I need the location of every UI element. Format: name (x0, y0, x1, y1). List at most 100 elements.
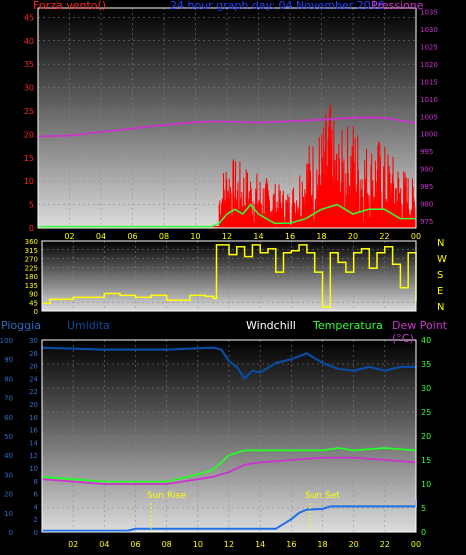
y-tick-wind: 0 (29, 224, 34, 233)
y-tick-rain: 22 (29, 388, 38, 396)
y-tick-rain: 30 (29, 337, 38, 345)
y-tick-pressure: 1025 (420, 43, 438, 51)
y-tick-humidity: 20 (4, 491, 13, 499)
y-tick-temperature: 15 (421, 456, 431, 465)
y-tick-direction: 90 (29, 291, 38, 299)
y-tick-rain: 20 (29, 401, 38, 409)
y-tick-wind: 15 (24, 154, 34, 163)
label-temperatura: Temperatura (313, 319, 383, 332)
x-tick-label-bottom: 00 (411, 540, 421, 549)
y-tick-pressure: 1030 (420, 26, 438, 34)
y-tick-rain: 4 (34, 503, 39, 511)
x-tick-label-top: 22 (379, 232, 389, 241)
y-tick-temperature: 30 (421, 384, 431, 393)
y-tick-wind: 20 (24, 130, 34, 139)
x-tick-label-top: 08 (159, 232, 169, 241)
top-header: Forza vento() 24 hour graph day: 04 Nove… (0, 0, 466, 14)
y-tick-pressure: 995 (420, 148, 433, 156)
x-tick-label-top: 02 (64, 232, 74, 241)
x-tick-label-bottom: 06 (130, 540, 140, 549)
panel-frame-1 (37, 7, 417, 229)
y-tick-pressure: 985 (420, 183, 433, 191)
x-tick-label-top: 14 (253, 232, 263, 241)
y-tick-pressure: 980 (420, 201, 433, 209)
y-tick-direction: 270 (25, 256, 38, 264)
x-tick-label-bottom: 14 (255, 540, 265, 549)
header-title: 24 hour graph day: 04 November 2018 (170, 0, 385, 12)
temperature-series (41, 447, 417, 483)
wind-speed-series (218, 104, 417, 230)
y-tick-temperature: 5 (421, 504, 426, 513)
y-tick-rain: 28 (29, 350, 38, 358)
x-tick-label-top: 04 (96, 232, 106, 241)
x-tick-label-top: 12 (222, 232, 232, 241)
y-tick-pressure: 1015 (420, 78, 438, 86)
y-tick-direction: 45 (29, 299, 38, 307)
y-tick-pressure: 1010 (420, 96, 438, 104)
y-tick-direction: 225 (25, 264, 38, 272)
label-windchill: Windchill (246, 319, 296, 332)
y-tick-rain: 14 (29, 439, 38, 447)
mid-header: Pioggia Umidita Windchill Temperatura De… (0, 319, 466, 345)
x-tick-label-top: 10 (190, 232, 200, 241)
wind-direction-series (42, 244, 417, 308)
y-tick-rain: 16 (29, 427, 38, 435)
wind-average-series (38, 203, 416, 228)
x-tick-label-top: 16 (285, 232, 295, 241)
y-tick-rain: 0 (34, 529, 38, 537)
y-tick-humidity: 40 (4, 452, 13, 460)
compass-label: E (437, 286, 443, 297)
compass-label: N (437, 238, 444, 249)
y-tick-rain: 18 (29, 414, 38, 422)
y-tick-humidity: 90 (4, 356, 13, 364)
y-tick-pressure: 975 (420, 218, 433, 226)
y-tick-humidity: 70 (4, 395, 13, 403)
x-tick-label-bottom: 08 (162, 540, 172, 549)
sunrise-label: Sun Rise (147, 491, 186, 501)
humidity-series (41, 346, 416, 381)
compass-label: S (437, 270, 443, 281)
x-tick-label-bottom: 02 (68, 540, 78, 549)
x-tick-label-top: 00 (411, 232, 421, 241)
x-tick-label-top: 18 (316, 232, 326, 241)
sunset-label: Sun Set (305, 491, 340, 501)
y-tick-temperature: 40 (421, 336, 431, 345)
y-tick-humidity: 50 (4, 433, 13, 441)
x-tick-label-bottom: 22 (380, 540, 390, 549)
y-tick-humidity: 30 (4, 471, 13, 479)
y-tick-wind: 25 (24, 107, 34, 116)
y-tick-wind: 30 (24, 84, 34, 93)
label-umidita: Umidita (67, 319, 110, 332)
x-tick-label-top: 20 (348, 232, 358, 241)
compass-label: W (437, 254, 447, 265)
y-tick-wind: 40 (24, 37, 34, 46)
compass-label: N (437, 302, 444, 313)
panel-frame-3 (41, 339, 417, 533)
y-tick-pressure: 1000 (420, 131, 438, 139)
y-tick-rain: 24 (29, 375, 38, 383)
y-tick-wind: 10 (24, 177, 34, 186)
y-tick-direction: 135 (25, 282, 38, 290)
x-tick-label-bottom: 10 (193, 540, 203, 549)
y-tick-direction: 315 (25, 247, 38, 255)
y-tick-rain: 6 (34, 491, 39, 499)
y-tick-direction: 0 (34, 308, 38, 316)
y-tick-humidity: 10 (4, 510, 13, 518)
y-tick-rain: 12 (29, 452, 38, 460)
pressure-series (37, 116, 417, 138)
y-tick-humidity: 0 (9, 529, 13, 537)
label-dewpoint: Dew Point (°C) (392, 319, 448, 345)
y-tick-pressure: 1005 (420, 113, 438, 121)
y-tick-wind: 5 (29, 201, 34, 210)
panel-frame-2 (41, 240, 417, 312)
y-tick-temperature: 35 (421, 360, 431, 369)
y-tick-rain: 10 (29, 465, 38, 473)
y-tick-temperature: 10 (421, 480, 431, 489)
y-tick-direction: 360 (25, 238, 38, 246)
y-tick-direction: 180 (25, 273, 38, 281)
y-tick-humidity: 60 (4, 414, 13, 422)
x-tick-label-bottom: 18 (317, 540, 327, 549)
y-tick-rain: 8 (34, 478, 38, 486)
x-tick-label-bottom: 16 (286, 540, 296, 549)
